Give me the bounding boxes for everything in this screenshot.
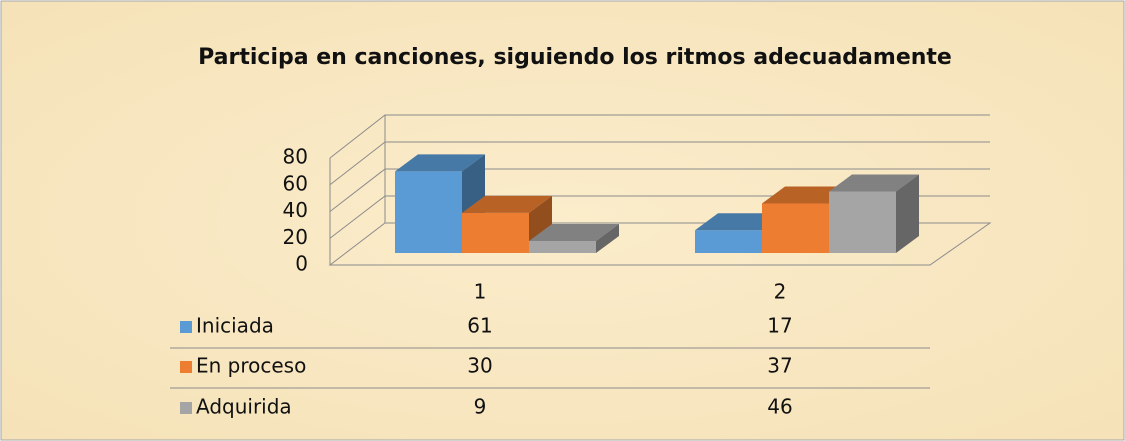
bar-front <box>529 240 596 253</box>
chart-title: Participa en canciones, siguiendo los ri… <box>198 45 952 70</box>
bar-top <box>395 154 485 172</box>
bar-front <box>395 171 462 253</box>
value-label: 17 <box>767 314 792 338</box>
grid-line <box>329 168 990 212</box>
y-tick-label: 0 <box>295 252 308 276</box>
y-tick-label: 40 <box>283 198 308 222</box>
legend-swatch <box>180 361 192 373</box>
bar <box>395 154 485 253</box>
legend-swatch <box>180 321 192 333</box>
bar-side <box>896 174 919 253</box>
bar <box>829 174 919 253</box>
bar <box>529 223 619 253</box>
legend-swatch <box>180 402 192 414</box>
value-label: 46 <box>767 395 792 419</box>
y-tick-label: 20 <box>283 225 308 249</box>
bar-top <box>462 195 552 213</box>
legend-label: En proceso <box>196 354 306 378</box>
legend-label: Iniciada <box>196 314 274 338</box>
bar <box>462 195 552 253</box>
grid-line <box>329 141 990 186</box>
y-tick-label: 60 <box>283 171 308 195</box>
grid-line <box>329 114 990 159</box>
legend-label: Adquirida <box>196 395 292 419</box>
floor <box>328 222 992 266</box>
bar-front <box>762 203 829 253</box>
bar-front <box>462 212 529 253</box>
bar-top <box>529 223 619 241</box>
x-tick-label: 1 <box>474 280 487 304</box>
value-label: 37 <box>767 354 792 378</box>
x-tick-label: 2 <box>774 280 787 304</box>
bar-side <box>596 223 619 253</box>
y-tick-label: 80 <box>283 145 308 169</box>
value-label: 61 <box>467 314 492 338</box>
bar-front <box>829 191 896 253</box>
bar-front <box>695 230 762 253</box>
value-label: 9 <box>474 395 487 419</box>
bar-top <box>829 174 919 192</box>
value-label: 30 <box>467 354 492 378</box>
